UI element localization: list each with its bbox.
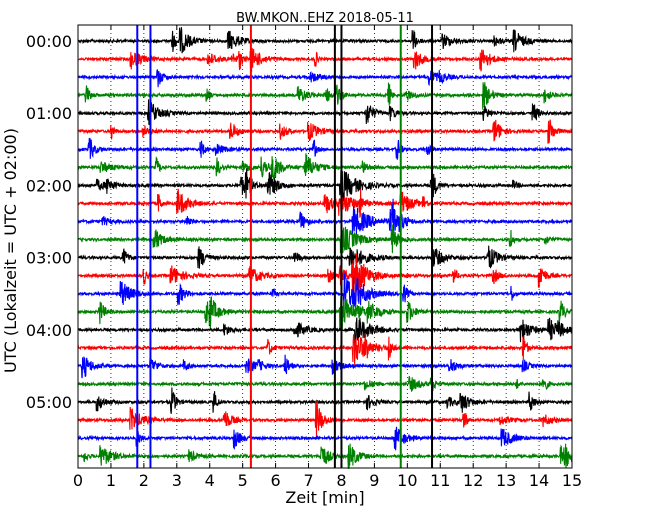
event-markers: [136, 25, 434, 468]
trace-row-0500: [77, 387, 573, 414]
plot-frame: [77, 24, 573, 469]
x-tick-label: 2: [139, 471, 149, 490]
trace-row-0430: [77, 354, 573, 379]
trace-row-0415: [77, 332, 573, 365]
x-tick-label: 3: [172, 471, 182, 490]
trace-row-0345: [77, 296, 573, 330]
x-tick-label: 12: [463, 471, 483, 490]
trace-row-0145: [77, 153, 573, 182]
x-tick-label: 10: [397, 471, 417, 490]
trace-row-0115: [77, 119, 573, 144]
trace-row-0215: [77, 188, 573, 218]
trace-row-0315: [77, 253, 573, 302]
trace-row-0030: [77, 69, 573, 88]
y-tick-label: 05:00: [26, 393, 72, 412]
trace-lines: [77, 27, 573, 469]
x-tick-label: 0: [73, 471, 83, 490]
trace-row-0200: [77, 168, 573, 203]
trace-row-0530: [77, 426, 573, 451]
x-tick-label: 6: [271, 471, 281, 490]
trace-row-0100: [77, 99, 573, 125]
y-tick-label: 01:00: [26, 104, 72, 123]
y-tick-label: 02:00: [26, 176, 72, 195]
y-tick-label: 00:00: [26, 32, 72, 51]
x-tick-label: 13: [496, 471, 516, 490]
x-axis-ticks: 0 1 2 3 4 5 6 7 8 9 10 11 12 13 14 15: [73, 25, 582, 490]
trace-row-0330: [77, 271, 573, 312]
x-tick-label: 8: [336, 471, 346, 490]
y-axis-label: UTC (Lokalzeit = UTC + 02:00): [1, 128, 20, 373]
trace-row-0015: [77, 47, 573, 73]
trace-row-0000: [77, 27, 573, 54]
x-tick-label: 9: [369, 471, 379, 490]
x-tick-label: 14: [529, 471, 549, 490]
x-tick-label: 15: [562, 471, 582, 490]
y-tick-label: 03:00: [26, 249, 72, 268]
y-axis-ticks: 00:00 01:00 02:00 03:00 04:00 05:00: [26, 32, 572, 412]
trace-row-0400: [77, 317, 573, 345]
x-axis-label: Zeit [min]: [285, 488, 364, 507]
x-tick-label: 5: [238, 471, 248, 490]
trace-row-0545: [77, 443, 573, 469]
x-tick-label: 11: [430, 471, 450, 490]
trace-row-0515: [77, 400, 573, 437]
y-tick-label: 04:00: [26, 321, 72, 340]
x-tick-label: 4: [205, 471, 215, 490]
trace-row-0045: [77, 82, 573, 110]
trace-row-0245: [77, 223, 573, 254]
trace-row-0445: [77, 375, 573, 393]
trace-row-0300: [77, 245, 573, 270]
chart-title: BW.MKON..EHZ 2018-05-11: [236, 11, 414, 26]
x-tick-label: 7: [303, 471, 313, 490]
x-tick-label: 1: [106, 471, 116, 490]
trace-row-0230: [77, 198, 573, 238]
trace-row-0130: [77, 137, 573, 160]
